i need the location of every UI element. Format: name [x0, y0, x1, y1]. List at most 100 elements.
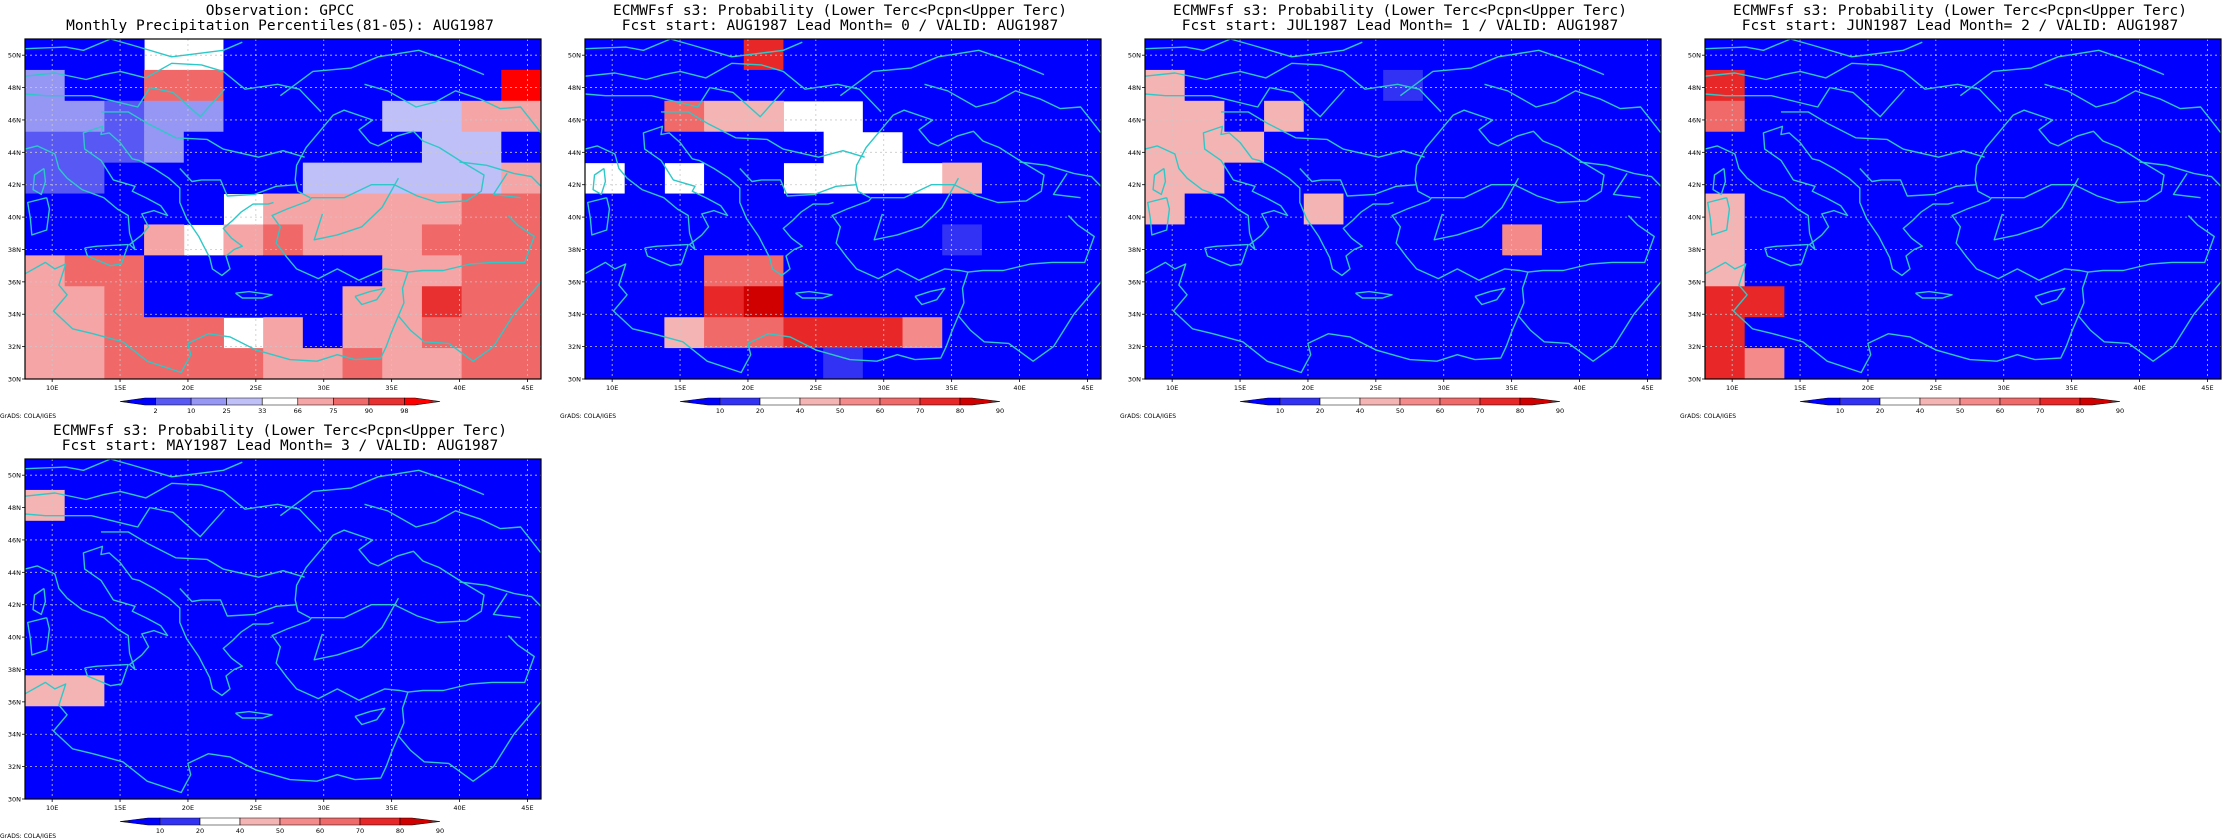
shaded-cell: [1943, 348, 1984, 380]
shaded-cell: [183, 675, 224, 707]
lat-label: 48N: [8, 504, 21, 512]
shaded-cell: [104, 286, 145, 318]
lon-label: 10E: [46, 384, 58, 392]
shaded-cell: [64, 706, 105, 738]
coastline: [2077, 281, 2222, 362]
shaded-cell: [1903, 255, 1944, 287]
lon-label: 45E: [1081, 384, 1093, 392]
shaded-cell: [1184, 224, 1225, 256]
lon-label: 15E: [674, 384, 686, 392]
colorbar-label: 40: [1916, 407, 1924, 415]
lat-label: 40N: [8, 634, 21, 642]
shaded-cell: [624, 317, 665, 349]
shaded-cell: [461, 286, 502, 318]
colorbar-segment: [368, 397, 405, 406]
shaded-cell: [862, 224, 904, 256]
colorbar-segment: [799, 397, 841, 406]
lon-label: 30E: [318, 384, 330, 392]
shaded-cell: [2141, 193, 2182, 225]
shaded-cell: [1863, 255, 1904, 287]
shaded-cell: [461, 768, 502, 800]
shaded-cell: [501, 459, 542, 491]
shaded-cell: [382, 613, 423, 645]
colorbar-segment: [719, 397, 761, 406]
shaded-cell: [1422, 39, 1464, 71]
shaded-cell: [104, 706, 145, 738]
shaded-cell: [1982, 224, 2024, 256]
shaded-cell: [2181, 193, 2222, 225]
lat-label: 32N: [8, 763, 21, 771]
coastline: [2034, 287, 2066, 306]
shaded-cell: [183, 286, 224, 318]
shaded-cell: [263, 675, 304, 707]
lat-label: 46N: [8, 536, 21, 544]
coastline: [967, 215, 1095, 273]
shaded-cell: [1462, 224, 1503, 256]
lat-label: 34N: [8, 311, 21, 319]
shaded-cell: [1061, 317, 1102, 349]
panel-title-line2: Fcst start: AUG1987 Lead Month= 0 / VALI…: [621, 18, 1059, 34]
coastline: [235, 290, 273, 299]
lat-label: 36N: [8, 698, 21, 706]
panel-forecast-lead3: ECMWFsf s3: Probability (Lower Terc<Pcpn…: [0, 420, 560, 840]
colorbar-segment: [1879, 397, 1921, 406]
coastline: [32, 167, 47, 196]
shaded-cell: [223, 489, 264, 522]
shaded-cell: [183, 551, 224, 584]
shaded-cell: [1581, 100, 1622, 133]
shaded-cell: [1824, 162, 1865, 195]
shaded-cell: [1184, 286, 1225, 318]
colorbar-label: 90: [2116, 407, 2124, 415]
shaded-cell: [421, 69, 463, 102]
shaded-cell: [501, 644, 542, 676]
shaded-cell: [421, 348, 463, 380]
plot-frame: [24, 38, 542, 380]
shaded-cell: [382, 317, 423, 349]
shaded-cell: [104, 644, 145, 676]
shaded-cell: [1061, 162, 1102, 195]
shaded-cell: [1744, 348, 1785, 380]
shaded-cell: [2022, 131, 2063, 164]
lon-label: 10E: [46, 804, 58, 812]
lon-label: 30E: [878, 384, 890, 392]
shaded-cell: [585, 317, 626, 349]
shaded-cell: [2181, 131, 2222, 164]
shaded-cell: [2141, 131, 2182, 164]
lon-label: 15E: [1234, 384, 1246, 392]
shaded-cell: [1303, 69, 1344, 102]
shaded-cell: [1224, 69, 1265, 102]
shaded-cell: [263, 737, 304, 769]
shaded-cell: [981, 348, 1023, 380]
lat-label: 44N: [1688, 149, 1701, 157]
shaded-cell: [823, 317, 864, 349]
colorbar-segment: [119, 397, 156, 406]
shaded-cell: [664, 348, 705, 380]
shaded-cell: [183, 69, 224, 102]
lon-label: 45E: [1641, 384, 1653, 392]
shaded-cell: [585, 39, 626, 71]
colorbar-segment: [1479, 397, 1521, 406]
shaded-cell: [783, 348, 824, 380]
shaded-cell: [342, 737, 383, 769]
lon-label: 40E: [453, 384, 465, 392]
shaded-cell: [183, 613, 224, 645]
shaded-cell: [2022, 39, 2063, 71]
colorbar-label: 60: [316, 827, 324, 835]
shaded-cell: [1303, 255, 1344, 287]
colorbar-label: 10: [187, 407, 195, 415]
colorbar-label: 70: [2036, 407, 2044, 415]
shaded-cell: [1581, 131, 1622, 164]
shaded-cell: [64, 768, 105, 800]
shaded-cell: [421, 737, 463, 769]
shaded-cell: [501, 551, 542, 584]
shaded-cell: [2181, 100, 2222, 133]
shaded-cell: [981, 224, 1023, 256]
shaded-cell: [263, 255, 304, 287]
shaded-cell: [1541, 317, 1583, 349]
shaded-cell: [1422, 286, 1464, 318]
shaded-cell: [342, 317, 383, 349]
shaded-cell: [1264, 100, 1305, 133]
shaded-cell: [783, 39, 824, 71]
shaded-cell: [302, 613, 344, 645]
colorbar-label: 10: [1836, 407, 1844, 415]
